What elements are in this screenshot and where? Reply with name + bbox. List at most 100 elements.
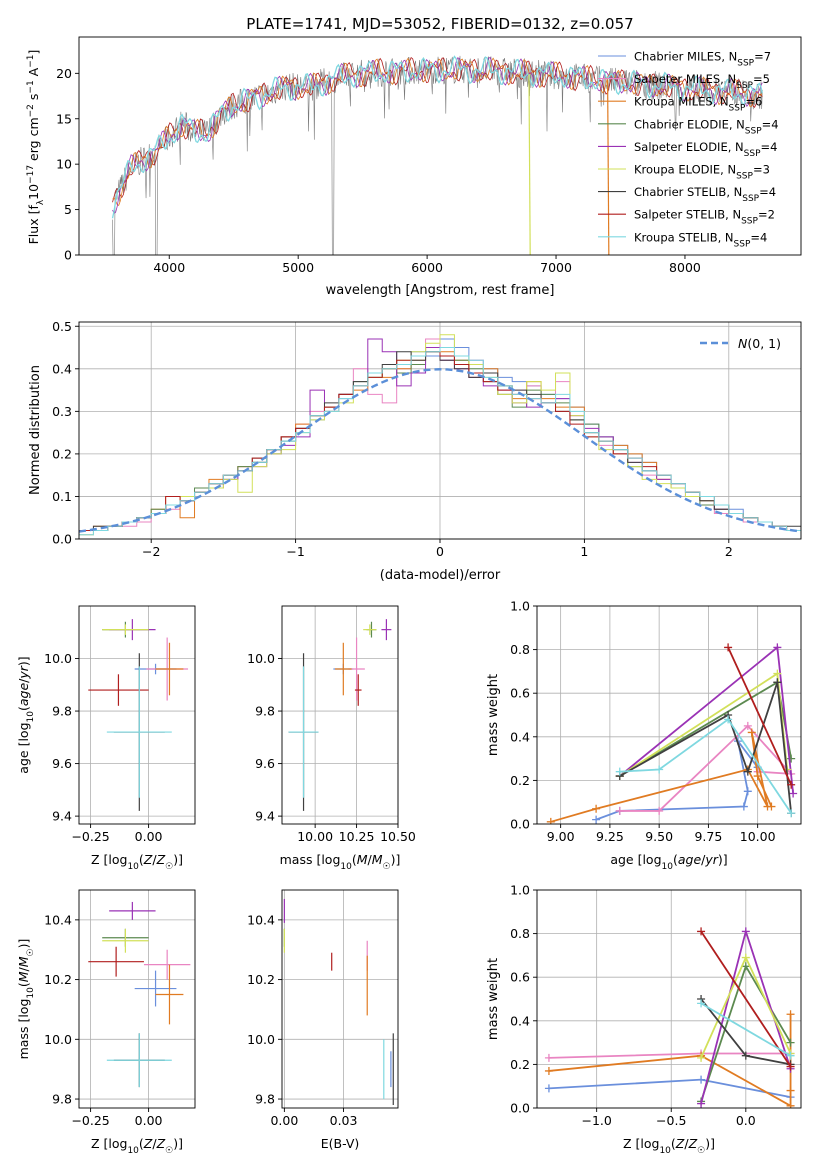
axes-frame [281,889,399,1109]
y-tick-label: 0.8 [510,926,530,941]
data-point [363,624,377,635]
y-axis-label: Normed distribution [28,365,43,495]
x-tick-label: 9.00 [547,829,575,844]
legend-entry-part: SSP [729,104,746,114]
y-tick-label: 0.0 [510,817,530,832]
y-axis-label-part: A [26,67,41,80]
y-tick-label: 10.0 [247,651,275,666]
y-tick-label: 0.2 [510,1057,530,1072]
series-line [619,718,792,814]
series-marker [773,678,782,687]
y-axis-label-part: 10 [26,184,41,200]
y-tick-label: 0.2 [510,773,530,788]
axes-frame [78,889,196,1109]
axes-frame [78,605,196,825]
series-marker [786,1062,795,1071]
x-axis-label-part: 10 [659,1146,671,1156]
y-axis-label-part: / [16,678,31,683]
data-point [134,970,177,1007]
series-marker [697,1075,706,1084]
series-marker [787,780,796,789]
legend-entry: Kroupa STELIB, NSSP=4 [634,230,767,249]
legend-entry: Salpeter STELIB, NSSP=2 [634,208,775,227]
x-axis-label-part: )] [705,1136,715,1151]
x-axis-label-part: Z [156,852,166,867]
frame-massweight_vs_age: 9.00 9.25 9.50 9.75 10.00 0.0 0.2 0.4 0.6 0.8 1.0 a… [486,599,802,872]
y-axis-label-part: age [16,683,31,707]
y-tick-label: 15 [56,111,72,126]
x-tick-label: 9.50 [645,829,673,844]
series-marker [786,1086,795,1095]
x-tick-label: 10.50 [380,829,416,844]
x-axis-label-part: ☉ [165,1146,173,1156]
y-axis-label-part: ☉ [26,948,36,956]
y-axis-label: Flux [fλ10−17 erg cm−2 s−1 A−1] [26,50,46,245]
y-axis-label-part: ] [26,50,41,55]
x-axis-label: Z [log10(Z/Z☉)] [91,1136,183,1156]
plot-area-massweight_vs_Z [544,927,795,1108]
legend-entry-part: =3 [753,163,770,177]
x-tick-label: 1 [580,544,588,559]
x-axis-label-part: Z [143,852,153,867]
data-point [109,901,156,920]
x-axis-label-part: Z [156,1136,166,1151]
legend-entry-part: =5 [753,72,770,86]
y-tick-label: 9.4 [52,809,72,824]
legend-entry: Kroupa MILES, NSSP=6 [634,95,762,114]
frame-age_vs_Z: −0.25 0.009.49.69.810.0Z [log10(Z/Z☉)]age… [16,605,196,872]
series-line [700,1002,792,1057]
x-tick-label: 0.03 [330,1113,358,1128]
legend-entry: Salpeter ELODIE, NSSP=4 [634,140,777,159]
legend-entry-part: =4 [759,185,776,199]
y-axis-label-part: age [log [16,722,31,773]
histogram-series [79,347,801,539]
series-line [548,1078,791,1098]
legend-entry-part: =4 [761,140,778,154]
series-marker [786,1101,795,1108]
legend-entry-part: SSP [736,172,753,182]
y-axis-label-part: )] [16,939,31,949]
series-marker [697,999,706,1008]
x-axis-label-part: )] [173,852,183,867]
axes-massweight_vs_age [537,605,801,825]
x-tick-label: 6000 [411,260,443,275]
frame-residual_hist: −2 −1 0 1 2 0.0 0.1 0.2 0.3 0.4 0.5 N(0, 1) (data-mo… [28,319,802,583]
figure-title: PLATE=1741, MJD=53052, FIBERID=0132, z=0… [246,15,633,33]
y-tick-label: 0.0 [52,532,72,547]
plot-area-residual_hist [79,334,801,539]
x-tick-label: 7000 [540,260,572,275]
x-tick-label: 4000 [153,260,185,275]
legend-entry-part: Salpeter ELODIE, N [634,140,744,154]
x-axis-label-part: / [152,1136,157,1151]
x-axis-label: mass [log10(M/M☉)] [280,852,401,872]
y-axis-label-part: yr [16,665,31,679]
x-axis-label-part: )] [173,1136,183,1151]
y-axis-label-part: −17 [26,165,36,184]
series-marker [743,767,752,776]
x-axis-label-part: / [701,852,706,867]
x-axis-label-part: / [684,1136,689,1151]
x-axis-label-part: ( [139,852,144,867]
y-axis-label-part: / [16,966,31,971]
x-axis-label-part: Z [675,1136,685,1151]
y-tick-label: 0.4 [510,729,530,744]
series-marker [767,802,776,811]
legend-entry-part: SSP [745,126,762,136]
axes-age_vs_mass [282,606,399,824]
y-axis-label-part: λ [36,199,46,205]
y-tick-label: 5 [64,202,72,217]
y-axis-label-part: 10 [26,987,36,999]
series-marker [544,1084,553,1093]
frame-spectrum: 4000 5000 6000 7000 8000 0 5 10 15 20 wavelength [… [26,36,802,298]
x-axis-label-part: Z [143,1136,153,1151]
legend-entry-part: Chabrier MILES, N [634,50,737,64]
legend-entry-part: Kroupa ELODIE, N [634,163,736,177]
y-tick-label: 0.6 [510,970,530,985]
y-tick-label: 1.0 [510,883,530,898]
y-axis-label-part: ( [16,706,31,711]
x-tick-label: −2 [142,544,160,559]
y-axis-label-part: Flux [f [26,205,41,245]
y-tick-label: 0.3 [52,404,72,419]
axes-massweight_vs_Z [537,889,801,1109]
